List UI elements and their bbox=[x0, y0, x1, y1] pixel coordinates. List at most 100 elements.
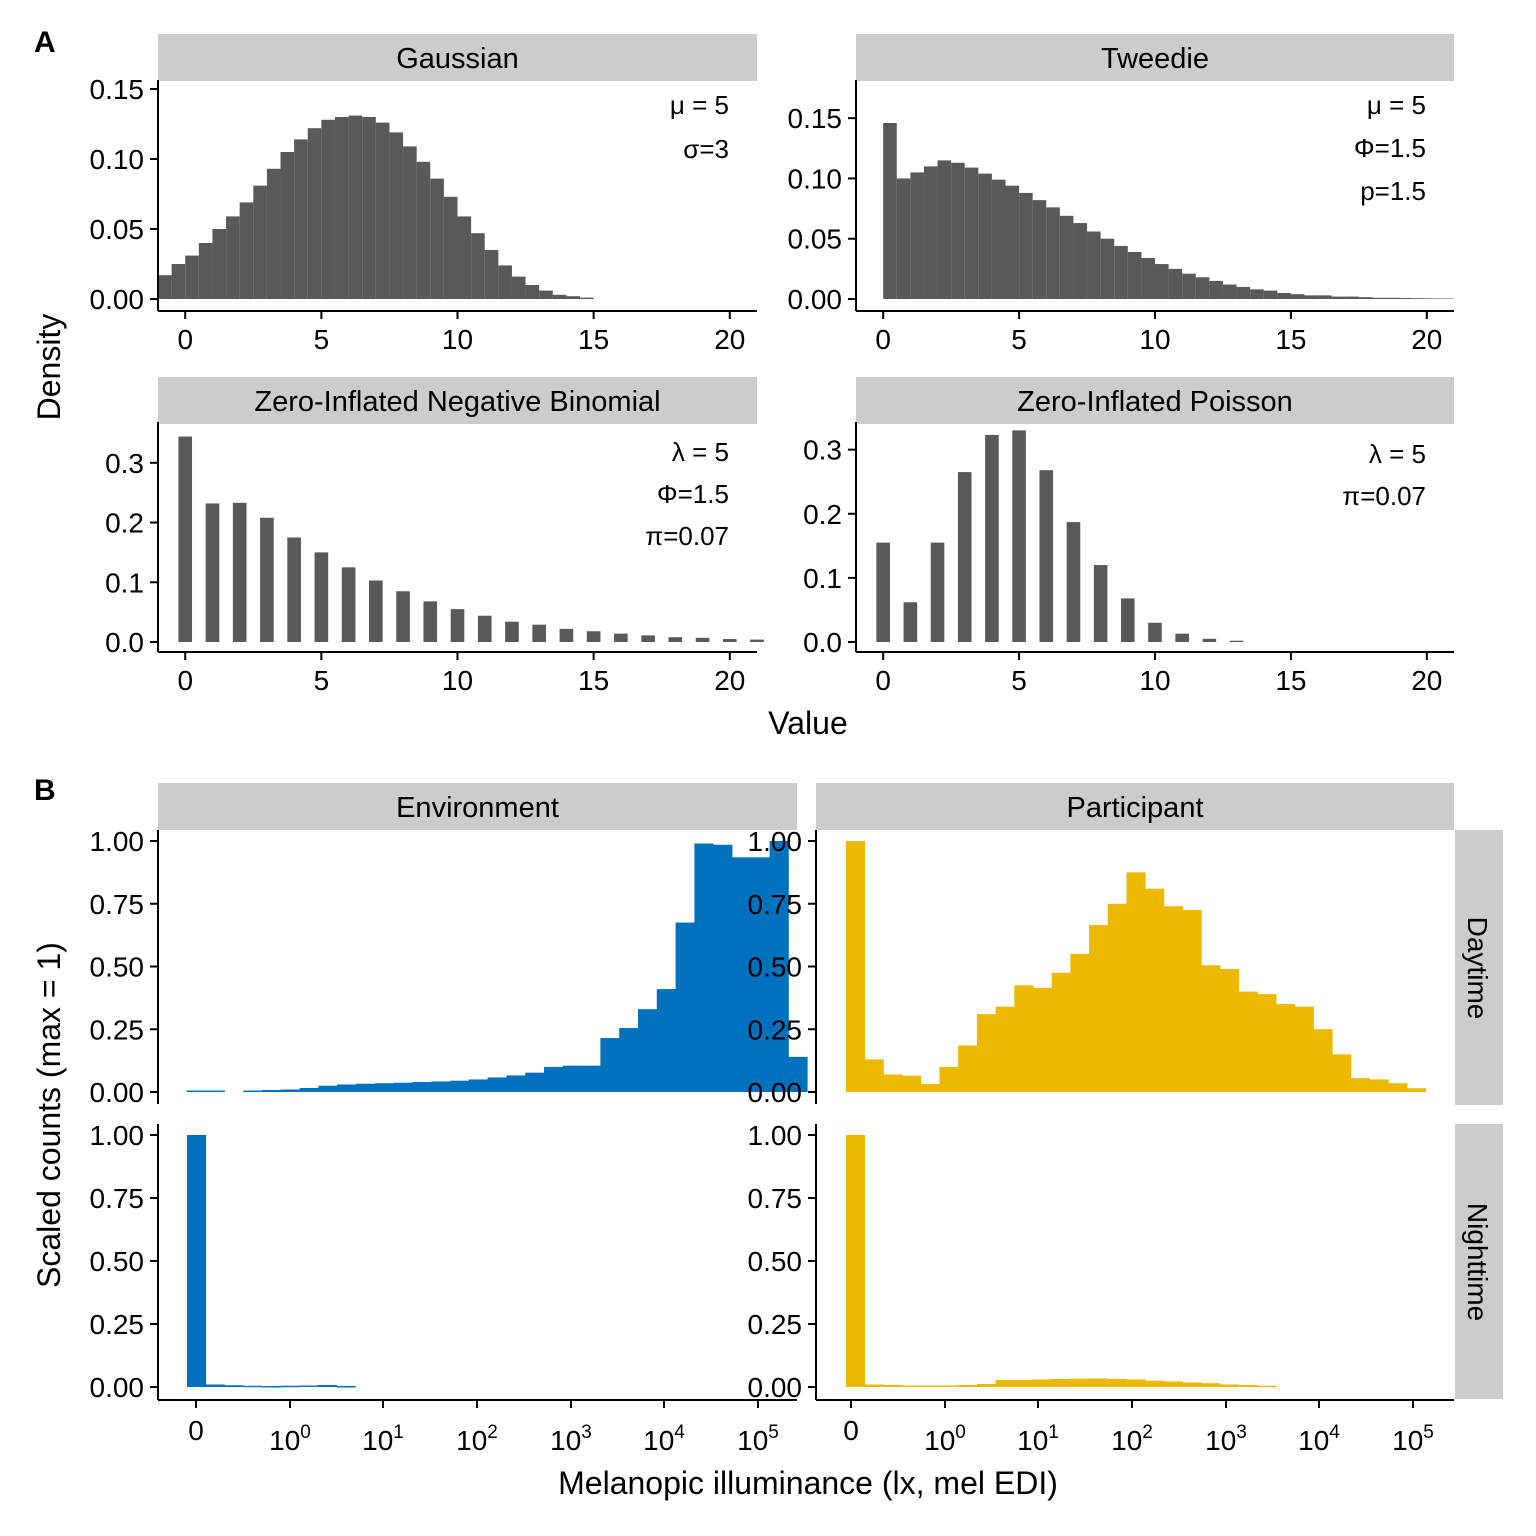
bar bbox=[920, 1385, 940, 1387]
bar bbox=[580, 297, 594, 299]
bar bbox=[1201, 965, 1221, 1092]
y-tick-label: 1.00 bbox=[90, 826, 145, 857]
x-tick-label: 20 bbox=[1411, 324, 1442, 355]
x-tick-label: 10 bbox=[442, 324, 473, 355]
bar bbox=[226, 216, 240, 299]
bar bbox=[1059, 215, 1074, 299]
x-tick-label: 5 bbox=[1011, 665, 1027, 696]
bar bbox=[260, 517, 274, 642]
annotation: p=1.5 bbox=[1360, 176, 1426, 206]
x-tick-label: 5 bbox=[314, 665, 330, 696]
facet-gaussian: Gaussian 0 5 10 15 20 0.00 0.05 0.10 0.15 μ = 5 σ=3 bbox=[90, 34, 757, 355]
row-strip-daytime bbox=[1455, 830, 1503, 1105]
bar bbox=[416, 161, 431, 299]
facet-participant-daytime: Participant 0.00 0.25 0.50 0.75 1.00 bbox=[748, 783, 1454, 1108]
bar bbox=[299, 1087, 319, 1092]
bar bbox=[1350, 1078, 1370, 1092]
y-tick-label: 0.3 bbox=[803, 435, 842, 466]
bar bbox=[1276, 1004, 1296, 1092]
bar bbox=[1294, 1006, 1314, 1092]
bar bbox=[1126, 1379, 1146, 1387]
bar bbox=[1163, 1381, 1183, 1387]
bar bbox=[280, 152, 295, 299]
bar bbox=[1304, 295, 1319, 299]
bar bbox=[468, 1079, 488, 1092]
x-tick-label: 10 bbox=[1139, 665, 1170, 696]
bar bbox=[614, 633, 628, 642]
bar bbox=[1201, 1383, 1221, 1387]
bar bbox=[525, 285, 540, 299]
bar bbox=[1345, 296, 1359, 299]
facet-strip bbox=[158, 34, 757, 81]
bar bbox=[471, 233, 485, 299]
bar bbox=[1073, 223, 1088, 299]
facet-strip-label: Zero-Inflated Negative Binomial bbox=[254, 386, 660, 418]
bar bbox=[1313, 1029, 1333, 1092]
bar bbox=[403, 146, 417, 299]
bar bbox=[423, 601, 438, 642]
bar bbox=[1014, 985, 1034, 1092]
bar bbox=[883, 122, 897, 299]
x-tick-label: 20 bbox=[714, 324, 745, 355]
x-tick-label: 20 bbox=[714, 665, 745, 696]
facet-environment-daytime: Environment 0.00 0.25 0.50 0.75 1.00 bbox=[90, 783, 808, 1108]
x-tick-label: 105 bbox=[737, 1422, 779, 1456]
bar bbox=[1358, 297, 1373, 299]
bar bbox=[923, 166, 938, 299]
bar bbox=[498, 265, 512, 299]
bar bbox=[314, 552, 329, 642]
bar bbox=[450, 609, 465, 642]
bar bbox=[1399, 298, 1414, 299]
bar bbox=[337, 1084, 357, 1092]
y-tick-label: 0.3 bbox=[105, 448, 144, 479]
bar bbox=[205, 503, 220, 642]
y-tick-label: 0.50 bbox=[748, 952, 803, 983]
bar bbox=[1114, 245, 1128, 299]
bar bbox=[1236, 286, 1251, 299]
bar bbox=[1332, 1054, 1352, 1092]
bar bbox=[1127, 251, 1142, 299]
bar bbox=[1087, 231, 1101, 299]
bar bbox=[1222, 284, 1237, 299]
y-tick-label: 0.05 bbox=[90, 214, 145, 245]
bar bbox=[883, 1074, 903, 1092]
bar bbox=[722, 639, 737, 642]
y-tick-label: 0.50 bbox=[90, 952, 145, 983]
x-tick-label: 104 bbox=[1298, 1422, 1340, 1456]
x-tick-label: 100 bbox=[924, 1422, 966, 1456]
annotation: π=0.07 bbox=[645, 521, 729, 551]
bar bbox=[443, 196, 458, 299]
bar bbox=[902, 1075, 922, 1092]
bar bbox=[559, 628, 574, 642]
bar bbox=[1005, 185, 1020, 299]
x-tick-label: 103 bbox=[1205, 1422, 1247, 1456]
bar bbox=[675, 922, 695, 1092]
bar bbox=[266, 168, 281, 299]
x-tick-label: 0 bbox=[875, 665, 891, 696]
bar bbox=[1066, 522, 1081, 642]
facet-strip bbox=[816, 783, 1454, 830]
bar bbox=[995, 1379, 1015, 1387]
bar bbox=[1318, 295, 1332, 299]
bar bbox=[732, 857, 752, 1092]
bar bbox=[1369, 1079, 1389, 1092]
bar bbox=[356, 1083, 376, 1092]
y-tick-label: 0.75 bbox=[90, 1183, 145, 1214]
y-tick-label: 0.75 bbox=[748, 889, 803, 920]
bar bbox=[694, 843, 714, 1092]
bar bbox=[788, 1056, 808, 1092]
y-tick-label: 0.10 bbox=[90, 144, 145, 175]
facet-participant-nighttime: 0.00 0.25 0.50 0.75 1.00 0 100 101 102 103 104 105 bbox=[748, 1120, 1454, 1456]
facet-strip-label: Environment bbox=[396, 792, 559, 824]
bar bbox=[1070, 953, 1090, 1092]
bar bbox=[668, 637, 683, 642]
bar bbox=[1051, 1378, 1071, 1387]
bar bbox=[253, 185, 267, 299]
bar bbox=[198, 243, 213, 299]
bar bbox=[902, 1385, 922, 1387]
bar bbox=[1277, 292, 1291, 299]
bar bbox=[1257, 994, 1277, 1092]
bar bbox=[769, 841, 789, 1092]
bar bbox=[185, 255, 199, 299]
